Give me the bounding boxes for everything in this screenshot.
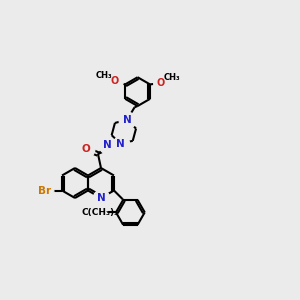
- Text: N: N: [103, 140, 112, 150]
- Text: CH₃: CH₃: [96, 71, 112, 80]
- Text: CH₃: CH₃: [164, 73, 180, 82]
- Text: Br: Br: [38, 185, 52, 196]
- Text: N: N: [97, 193, 105, 203]
- Text: O: O: [157, 78, 165, 88]
- Text: O: O: [82, 144, 91, 154]
- Text: C(CH₃)₃: C(CH₃)₃: [81, 208, 119, 217]
- Text: O: O: [111, 76, 119, 86]
- Text: N: N: [116, 139, 125, 149]
- Text: N: N: [123, 115, 131, 125]
